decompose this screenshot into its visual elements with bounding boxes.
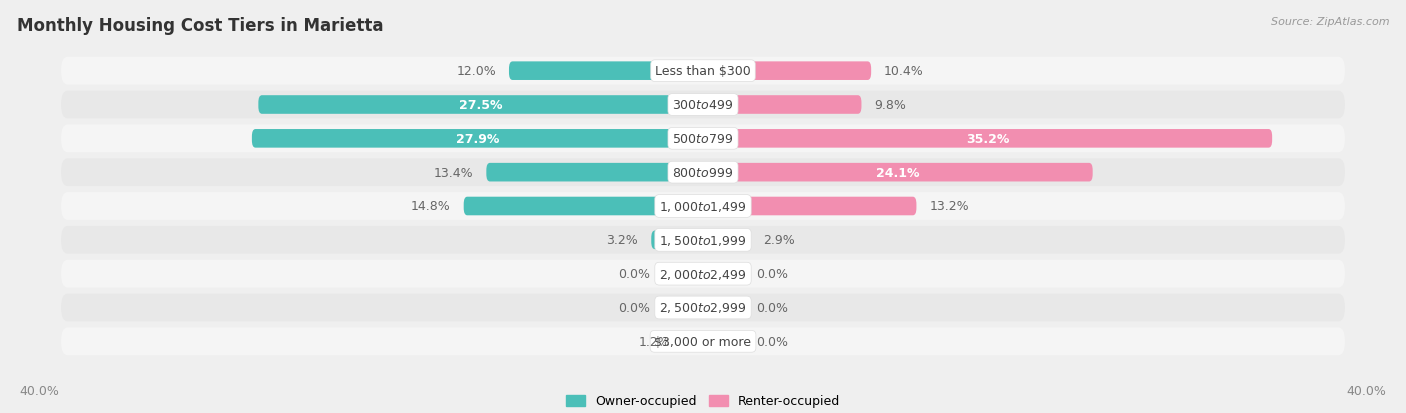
FancyBboxPatch shape — [60, 192, 1346, 221]
Text: 9.8%: 9.8% — [875, 99, 907, 112]
Text: $1,000 to $1,499: $1,000 to $1,499 — [659, 199, 747, 214]
Text: Monthly Housing Cost Tiers in Marietta: Monthly Housing Cost Tiers in Marietta — [17, 17, 384, 34]
FancyBboxPatch shape — [703, 164, 1092, 182]
Text: $800 to $999: $800 to $999 — [672, 166, 734, 179]
FancyBboxPatch shape — [683, 332, 703, 351]
Text: 0.0%: 0.0% — [756, 335, 789, 348]
FancyBboxPatch shape — [703, 332, 744, 351]
FancyBboxPatch shape — [60, 294, 1346, 322]
Text: 0.0%: 0.0% — [617, 301, 650, 314]
Text: 13.4%: 13.4% — [434, 166, 474, 179]
Text: 10.4%: 10.4% — [884, 65, 924, 78]
Text: 0.0%: 0.0% — [756, 301, 789, 314]
Text: 27.9%: 27.9% — [456, 133, 499, 145]
FancyBboxPatch shape — [703, 299, 744, 317]
FancyBboxPatch shape — [60, 125, 1346, 153]
FancyBboxPatch shape — [252, 130, 703, 148]
FancyBboxPatch shape — [703, 62, 872, 81]
Text: $1,500 to $1,999: $1,500 to $1,999 — [659, 233, 747, 247]
FancyBboxPatch shape — [60, 226, 1346, 254]
Text: $2,500 to $2,999: $2,500 to $2,999 — [659, 301, 747, 315]
Text: 13.2%: 13.2% — [929, 200, 969, 213]
FancyBboxPatch shape — [703, 197, 917, 216]
FancyBboxPatch shape — [60, 159, 1346, 187]
FancyBboxPatch shape — [486, 164, 703, 182]
Text: 24.1%: 24.1% — [876, 166, 920, 179]
FancyBboxPatch shape — [60, 260, 1346, 288]
FancyBboxPatch shape — [703, 231, 749, 249]
Text: 35.2%: 35.2% — [966, 133, 1010, 145]
FancyBboxPatch shape — [60, 328, 1346, 355]
Text: 27.5%: 27.5% — [458, 99, 502, 112]
FancyBboxPatch shape — [509, 62, 703, 81]
FancyBboxPatch shape — [703, 96, 862, 114]
FancyBboxPatch shape — [662, 299, 703, 317]
Text: 40.0%: 40.0% — [20, 384, 59, 397]
FancyBboxPatch shape — [662, 265, 703, 283]
Text: $2,000 to $2,499: $2,000 to $2,499 — [659, 267, 747, 281]
Text: 0.0%: 0.0% — [756, 268, 789, 280]
Text: $3,000 or more: $3,000 or more — [655, 335, 751, 348]
Text: $500 to $799: $500 to $799 — [672, 133, 734, 145]
FancyBboxPatch shape — [703, 265, 744, 283]
FancyBboxPatch shape — [60, 58, 1346, 85]
Text: $300 to $499: $300 to $499 — [672, 99, 734, 112]
Text: 14.8%: 14.8% — [411, 200, 451, 213]
FancyBboxPatch shape — [259, 96, 703, 114]
Text: 2.9%: 2.9% — [763, 234, 794, 247]
Text: 12.0%: 12.0% — [457, 65, 496, 78]
Text: 0.0%: 0.0% — [617, 268, 650, 280]
Text: 3.2%: 3.2% — [606, 234, 638, 247]
FancyBboxPatch shape — [464, 197, 703, 216]
FancyBboxPatch shape — [651, 231, 703, 249]
Legend: Owner-occupied, Renter-occupied: Owner-occupied, Renter-occupied — [567, 394, 839, 408]
FancyBboxPatch shape — [703, 130, 1272, 148]
Text: Source: ZipAtlas.com: Source: ZipAtlas.com — [1271, 17, 1389, 26]
FancyBboxPatch shape — [60, 91, 1346, 119]
Text: 1.2%: 1.2% — [638, 335, 671, 348]
Text: Less than $300: Less than $300 — [655, 65, 751, 78]
Text: 40.0%: 40.0% — [1347, 384, 1386, 397]
